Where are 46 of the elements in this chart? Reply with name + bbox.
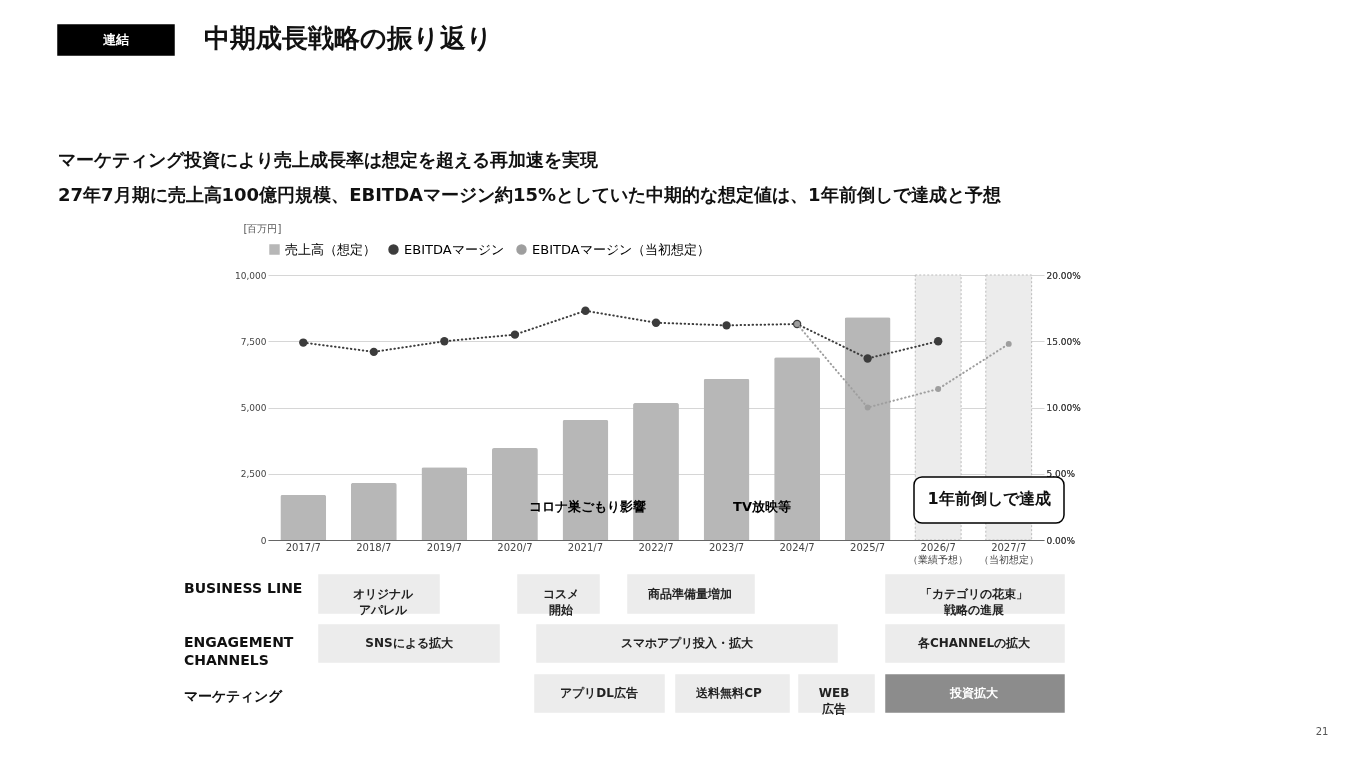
x-tick-label: 2022/7 bbox=[638, 541, 674, 553]
y-tick-label: 5,000 bbox=[240, 403, 267, 413]
chart-subtitle: マーケティング投資により売上成長率は想定を超える再加速を実現 27年7月期に売上高100億円規模、EBITDAマージン約15%としていた中期的な想定値は、1年前倒しで達成と予想 bbox=[58, 149, 1001, 205]
annotation: 1年前倒しで達成 bbox=[927, 489, 1051, 508]
y-axis-title: [百万円] bbox=[243, 222, 282, 234]
text: 「カテゴリの花束」戦略の進展 bbox=[920, 587, 1028, 617]
x-tick-label: 2025/7 bbox=[850, 541, 886, 553]
text: SNSによる拡大 bbox=[365, 636, 454, 650]
y2-tick-label: 0.00% bbox=[1046, 535, 1076, 546]
text: ENGAGEMENT CHANNELS bbox=[184, 634, 294, 668]
text: 連結 bbox=[102, 32, 129, 47]
y2-tick-label: 15.00% bbox=[1046, 336, 1082, 347]
legend-label: 売上高（想定） bbox=[285, 241, 376, 257]
text: 21 bbox=[1315, 726, 1329, 737]
text: オリジナルアパレル bbox=[353, 587, 414, 617]
x-tick-label: 2023/7 bbox=[708, 541, 745, 553]
annotation: TV放映等 bbox=[733, 499, 791, 514]
x-tick-label: 2018/7 bbox=[356, 541, 392, 553]
y2-tick-label: 5.00% bbox=[1046, 469, 1076, 480]
chart-title: 中期成長戦略の振り返り bbox=[204, 23, 493, 53]
text: 商品準備量増加 bbox=[647, 587, 732, 601]
x-tick-label: 2019/7 bbox=[426, 541, 462, 553]
annotation: コロナ巣ごもり影響 bbox=[528, 499, 646, 514]
y-tick-label: 2,500 bbox=[240, 469, 267, 480]
text: 送料無料CP bbox=[695, 686, 762, 700]
text: WEB 広告 bbox=[818, 686, 850, 716]
text: コスメ開始 bbox=[543, 587, 579, 617]
y2-tick-label: 10.00% bbox=[1046, 403, 1082, 413]
text: 投資拡大 bbox=[949, 686, 999, 700]
y-tick-label: 7,500 bbox=[240, 336, 267, 347]
y2-tick-label: 20.00% bbox=[1046, 270, 1082, 281]
text: BUSINESS LINE bbox=[184, 580, 303, 596]
text: マーケティング bbox=[184, 688, 283, 704]
x-tick-label: 2024/7 bbox=[779, 541, 815, 553]
text: アプリDL広告 bbox=[560, 686, 638, 700]
legend-label: EBITDAマージン（当初想定） bbox=[532, 241, 710, 257]
x-tick-label: 2020/7 bbox=[497, 541, 533, 553]
text: 各CHANNELの拡大 bbox=[916, 636, 1032, 650]
x-tick-label: 2027/7 （当初想定） bbox=[978, 541, 1039, 565]
y-tick-label: 10,000 bbox=[235, 270, 267, 281]
y-tick-label: 0 bbox=[260, 535, 267, 546]
x-tick-label: 2026/7 （業績予想） bbox=[908, 541, 969, 565]
x-tick-label: 2021/7 bbox=[567, 541, 604, 553]
text: スマホアプリ投入・拡大 bbox=[621, 636, 754, 650]
x-tick-label: 2017/7 bbox=[285, 541, 321, 553]
legend-label: EBITDAマージン bbox=[404, 241, 504, 257]
